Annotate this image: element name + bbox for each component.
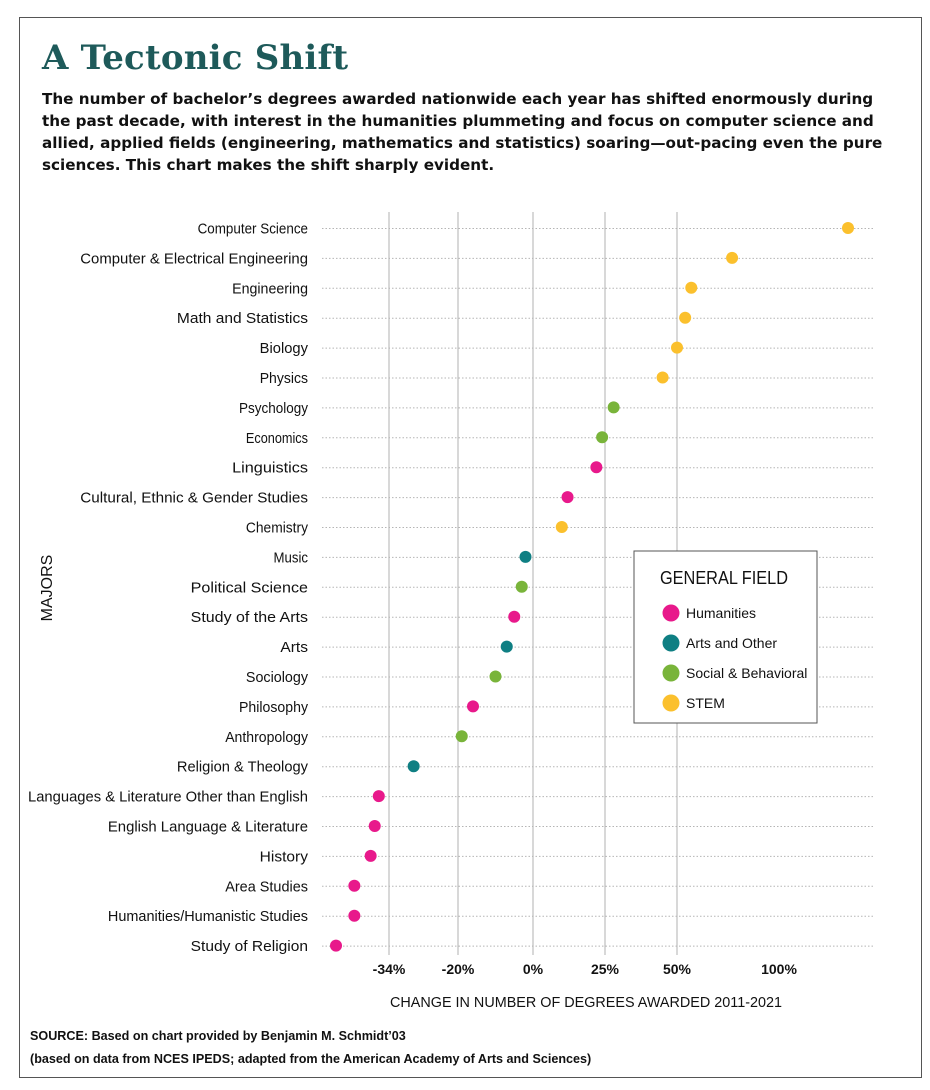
category-label: Economics bbox=[246, 431, 308, 447]
data-point bbox=[515, 580, 528, 593]
category-label: Anthropology bbox=[225, 730, 309, 746]
legend-swatch bbox=[662, 634, 680, 652]
data-point bbox=[519, 550, 532, 563]
category-label: Linguistics bbox=[232, 461, 308, 477]
category-label: Political Science bbox=[191, 580, 308, 596]
category-label: Physics bbox=[260, 371, 308, 387]
x-tick-label: -20% bbox=[442, 961, 475, 977]
x-tick-label: 25% bbox=[591, 961, 620, 977]
legend-label: STEM bbox=[686, 695, 725, 711]
category-label: Languages & Literature Other than Englis… bbox=[28, 790, 308, 806]
data-point bbox=[726, 251, 739, 264]
x-axis-label: CHANGE IN NUMBER OF DEGREES AWARDED 2011… bbox=[390, 994, 782, 1011]
data-point bbox=[407, 760, 420, 773]
category-label: English Language & Literature bbox=[108, 820, 308, 836]
category-label: Math and Statistics bbox=[177, 311, 308, 327]
data-point bbox=[555, 521, 568, 533]
category-label: Computer & Electrical Engineering bbox=[80, 251, 308, 267]
source-note: SOURCE: Based on chart provided by Benja… bbox=[30, 1025, 591, 1071]
data-point bbox=[561, 491, 574, 504]
y-axis-label: MAJORS bbox=[39, 555, 56, 622]
legend: GENERAL FIELD Humanities Arts and Other Soc… bbox=[633, 550, 818, 724]
data-point bbox=[590, 461, 603, 474]
legend-label: Humanities bbox=[686, 605, 756, 621]
legend-label: Social & Behavioral bbox=[686, 665, 807, 681]
category-label: Sociology bbox=[246, 670, 309, 686]
category-label: Biology bbox=[260, 341, 309, 357]
data-point bbox=[368, 820, 381, 832]
category-label: Chemistry bbox=[246, 521, 309, 537]
x-tick-label: -34% bbox=[373, 961, 406, 977]
legend-swatch bbox=[662, 604, 680, 622]
category-label: Philosophy bbox=[239, 700, 309, 716]
data-point bbox=[679, 311, 692, 324]
category-label: History bbox=[260, 849, 309, 865]
data-point bbox=[489, 670, 502, 683]
category-label: Psychology bbox=[239, 401, 309, 417]
figure-frame bbox=[19, 17, 922, 1078]
data-point bbox=[596, 431, 609, 444]
data-point bbox=[685, 281, 698, 294]
legend-box bbox=[633, 550, 818, 724]
data-point bbox=[330, 939, 342, 952]
category-label: Study of Religion bbox=[191, 939, 308, 955]
category-label: Music bbox=[274, 550, 309, 566]
legend-swatch bbox=[662, 664, 680, 682]
legend-title: GENERAL FIELD bbox=[660, 568, 788, 588]
legend-swatch bbox=[662, 694, 680, 712]
data-point bbox=[656, 371, 669, 384]
chart-subtitle: The number of bachelor’s degrees awarded… bbox=[42, 90, 883, 174]
source-line-1: SOURCE: Based on chart provided by Benja… bbox=[30, 1029, 406, 1043]
category-label: Humanities/Humanistic Studies bbox=[108, 909, 308, 925]
category-label: Area Studies bbox=[225, 879, 308, 895]
data-point bbox=[348, 879, 361, 892]
category-label: Engineering bbox=[232, 281, 308, 297]
category-label: Cultural, Ethnic & Gender Studies bbox=[80, 491, 308, 507]
legend-label: Arts and Other bbox=[686, 635, 777, 651]
data-point bbox=[348, 909, 361, 922]
data-point bbox=[372, 790, 385, 803]
category-label: Religion & Theology bbox=[177, 760, 309, 776]
x-tick-label: 100% bbox=[761, 961, 797, 977]
category-label: Study of the Arts bbox=[191, 610, 308, 626]
data-point bbox=[364, 849, 377, 862]
x-tick-label: 0% bbox=[523, 961, 544, 977]
category-label: Arts bbox=[280, 640, 308, 656]
data-point bbox=[671, 341, 683, 354]
chart-title: A Tectonic Shift bbox=[42, 38, 349, 78]
gridlines bbox=[388, 212, 678, 955]
data-point bbox=[842, 222, 854, 234]
data-point bbox=[508, 610, 521, 623]
data-point bbox=[607, 401, 620, 414]
category-label: Computer Science bbox=[198, 222, 308, 238]
data-point bbox=[455, 730, 468, 743]
source-line-2: (based on data from NCES IPEDS; adapted … bbox=[30, 1052, 592, 1066]
data-point bbox=[500, 640, 513, 653]
data-point bbox=[467, 700, 479, 713]
x-tick-label: 50% bbox=[663, 961, 692, 977]
